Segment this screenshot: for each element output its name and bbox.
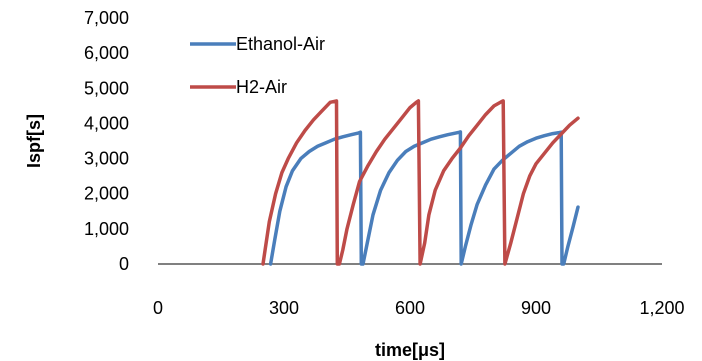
legend: Ethanol-Air H2-Air: [190, 34, 325, 97]
x-tick-label: 600: [395, 298, 425, 318]
plot-series: [261, 99, 580, 266]
y-tick-label: 2,000: [84, 184, 129, 204]
x-axis-title: time[μs]: [375, 340, 445, 360]
y-axis-ticks: 0 1,000 2,000 3,000 4,000 5,000 6,000 7,000: [84, 8, 129, 274]
x-axis-ticks: 0 300 600 900 1,200: [153, 298, 685, 318]
x-tick-label: 300: [269, 298, 299, 318]
y-tick-label: 6,000: [84, 43, 129, 63]
y-axis-title: Ispf[s]: [24, 114, 44, 168]
series-line-ethanol-air: [268, 130, 580, 266]
y-tick-label: 0: [119, 254, 129, 274]
y-tick-label: 7,000: [84, 8, 129, 28]
y-tick-label: 3,000: [84, 149, 129, 169]
x-tick-label: 0: [153, 298, 163, 318]
x-tick-label: 900: [521, 298, 551, 318]
legend-label: Ethanol-Air: [236, 34, 325, 54]
legend-label: H2-Air: [236, 77, 287, 97]
y-tick-label: 4,000: [84, 113, 129, 133]
y-tick-label: 1,000: [84, 219, 129, 239]
series-line-h2-air: [261, 99, 580, 266]
y-tick-label: 5,000: [84, 78, 129, 98]
x-tick-label: 1,200: [639, 298, 684, 318]
